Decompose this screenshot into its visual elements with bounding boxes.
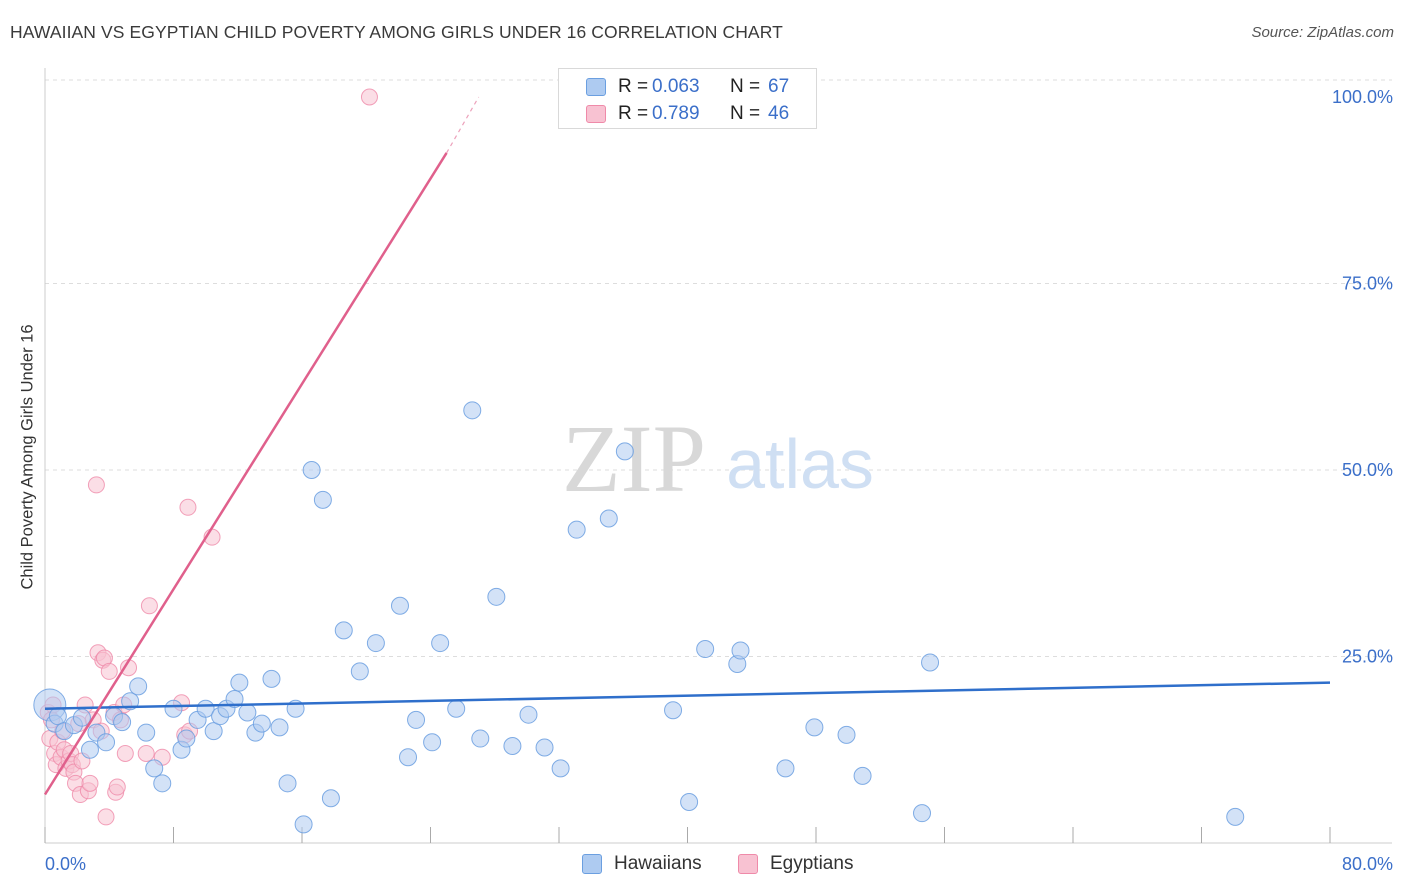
hawaiians-point (1226, 807, 1245, 826)
hawaiians-point (399, 748, 418, 767)
legend-swatch-hawaiians (586, 78, 606, 96)
hawaiians-point (503, 737, 522, 756)
hawaiians-point (313, 490, 332, 509)
legend-r-label: R = (618, 103, 649, 124)
hawaiians-point (164, 699, 183, 718)
hawaiians-point (350, 662, 369, 681)
hawaiians-point (252, 714, 271, 733)
egyptians-point (360, 88, 378, 106)
hawaiians-point (270, 718, 289, 737)
source-label: Source: ZipAtlas.com (1251, 24, 1394, 41)
egyptians-point (108, 778, 126, 796)
egyptians-point (179, 498, 197, 516)
hawaiians-point (431, 634, 450, 653)
y-tick-label: 100.0% (1332, 87, 1393, 107)
watermark-atlas: atlas (726, 425, 874, 503)
legend-swatch-hawaiians (582, 854, 602, 874)
hawaiians-point (776, 759, 795, 778)
hawaiians-point (113, 713, 132, 732)
egyptians-point (87, 476, 105, 494)
hawaiians-point (302, 461, 321, 479)
hawaiians-point (80, 740, 99, 759)
hawaiians-point (423, 733, 442, 752)
hawaiians-point (121, 692, 140, 711)
hawaiians-point (471, 729, 490, 748)
legend-n-label: N = (730, 103, 761, 124)
legend-label-hawaiians: Hawaiians (614, 853, 702, 874)
legend-r-value: 0.789 (652, 103, 700, 124)
hawaiians-point (567, 520, 586, 539)
hawaiians-point (519, 705, 538, 724)
hawaiians-point (97, 733, 116, 752)
y-tick-label: 50.0% (1342, 460, 1393, 480)
legend-n-label: N = (730, 76, 761, 97)
correlation-legend: R = 0.063 N = 67 R = 0.789 N = 46 (558, 68, 817, 129)
hawaiians-point (731, 641, 750, 660)
hawaiians-point (72, 708, 91, 727)
legend-n-value: 46 (768, 103, 790, 124)
hawaiians-point (145, 759, 164, 778)
hawaiians-point (177, 729, 196, 748)
tick-labels: 25.0% 50.0% 75.0% 100.0% 0.0% 80.0% (45, 87, 1393, 874)
y-tick-label: 75.0% (1342, 274, 1393, 294)
hawaiians-point (390, 596, 409, 615)
y-tick-label: 25.0% (1342, 647, 1393, 667)
hawaiians-point (535, 738, 554, 757)
hawaiians-point (805, 718, 824, 737)
hawaiians-point (680, 792, 699, 811)
hawaiians-point (294, 815, 313, 834)
legend-label-egyptians: Egyptians (770, 853, 854, 874)
egyptians-point (137, 744, 155, 762)
hawaiians-point (321, 789, 340, 808)
hawaiians-point (837, 725, 856, 744)
watermark-zip: ZIP (562, 405, 706, 512)
y-axis-label: Child Poverty Among Girls Under 16 (18, 324, 37, 590)
legend-r-label: R = (618, 76, 649, 97)
legend-swatch-egyptians (738, 854, 758, 874)
hawaiians-point (615, 442, 634, 461)
trend-lines (43, 96, 1331, 796)
hawaiians-point (204, 722, 223, 741)
hawaiians-point (230, 673, 249, 692)
hawaiians-point (238, 703, 257, 722)
hawaiians-point (278, 774, 297, 793)
egyptians-point (140, 597, 158, 615)
hawaiians-point (225, 690, 244, 709)
axes (44, 68, 1392, 844)
egyptians-trend-extension (446, 96, 480, 154)
hawaiians-point (366, 634, 385, 653)
hawaiians-point (463, 401, 482, 420)
chart-title: HAWAIIAN VS EGYPTIAN CHILD POVERTY AMONG… (10, 22, 783, 42)
series-hawaiians (33, 401, 1245, 834)
hawaiians-point (853, 766, 872, 785)
grid-lines (45, 79, 1392, 657)
hawaiians-point (664, 701, 683, 720)
hawaiians-point (551, 759, 570, 778)
hawaiians-point (137, 723, 156, 742)
hawaiians-point (334, 621, 353, 640)
hawaiians-point (447, 699, 466, 718)
hawaiians-point (921, 653, 940, 672)
egyptians-point (81, 774, 99, 792)
hawaiians-point (599, 509, 618, 528)
legend-r-value: 0.063 (652, 76, 700, 97)
hawaiians-point (153, 774, 172, 793)
egyptians-point (116, 744, 134, 762)
x-tick-label: 0.0% (45, 854, 86, 874)
hawaiians-point (487, 587, 506, 606)
egyptians-point (97, 808, 115, 826)
hawaiians-point (262, 669, 281, 688)
hawaiians-trend-line (44, 681, 1331, 710)
egyptians-point (100, 662, 118, 680)
x-tick-label: 80.0% (1342, 854, 1393, 874)
watermark: ZIP atlas (562, 405, 874, 512)
egyptians-trend-line (43, 152, 448, 796)
hawaiians-point (696, 640, 715, 659)
hawaiians-point (407, 710, 426, 729)
legend-swatch-egyptians (586, 105, 606, 123)
legend-n-value: 67 (768, 76, 790, 97)
hawaiians-point (913, 804, 932, 823)
hawaiians-point (129, 677, 148, 696)
